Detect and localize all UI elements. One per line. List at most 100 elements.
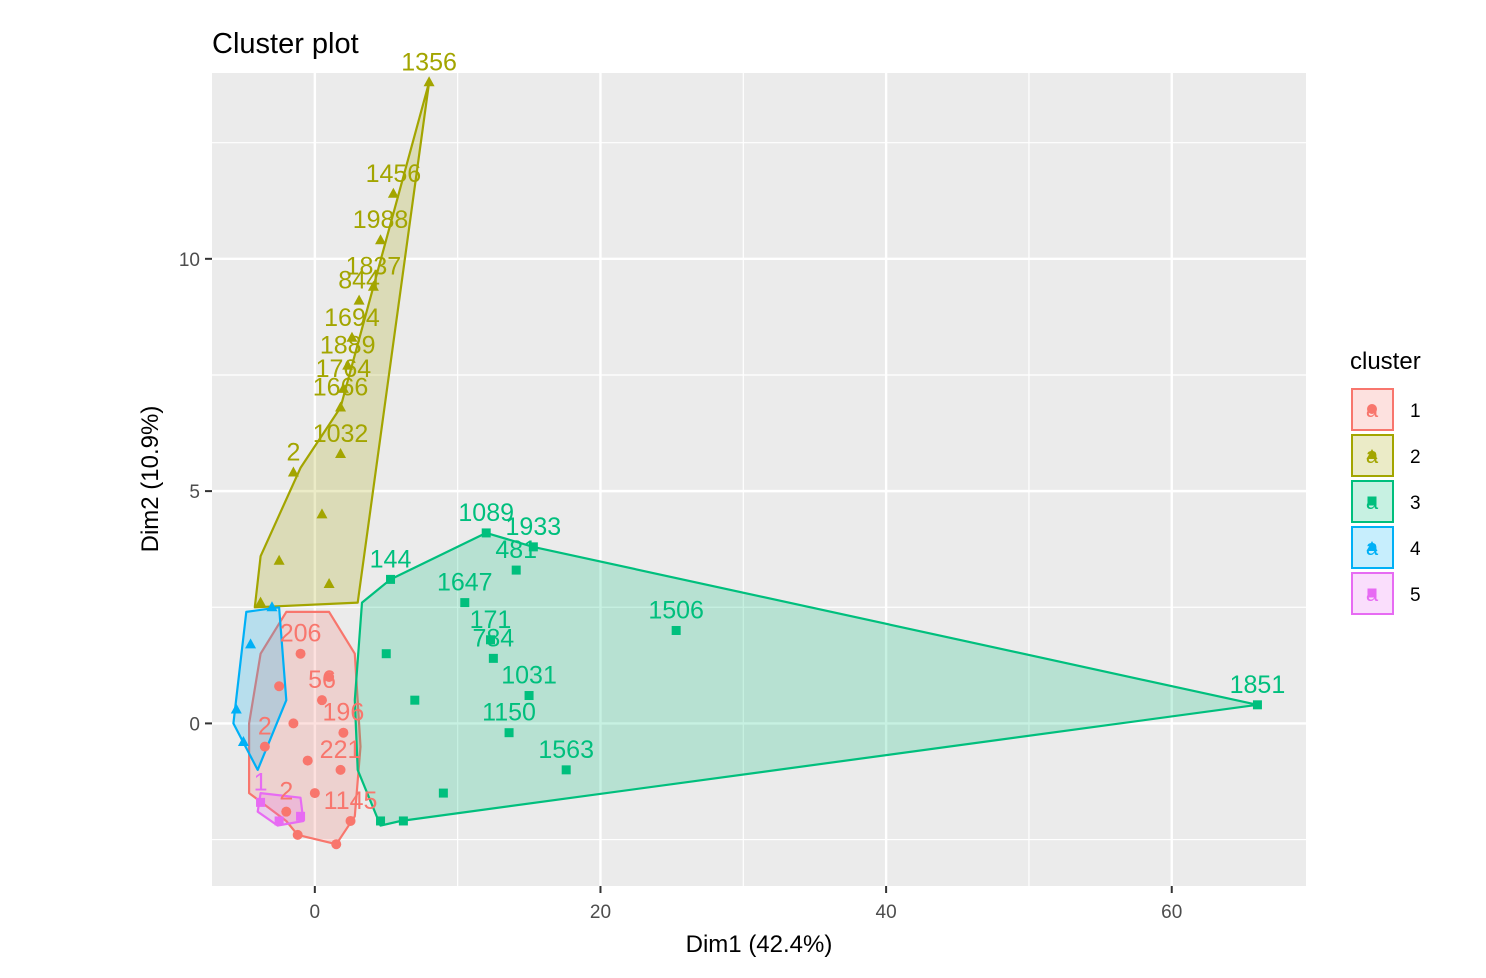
data-point bbox=[256, 797, 266, 807]
point-label: 1988 bbox=[353, 206, 409, 234]
legend-marker bbox=[1366, 449, 1378, 459]
point-label: 1764 bbox=[316, 355, 372, 383]
data-point bbox=[387, 187, 399, 198]
data-point bbox=[337, 382, 349, 393]
data-point bbox=[281, 806, 292, 817]
point-label: 1150 bbox=[482, 699, 536, 727]
data-point bbox=[488, 653, 498, 663]
point-label: 1356 bbox=[401, 48, 457, 76]
data-point bbox=[274, 816, 284, 826]
legend-label: 5 bbox=[1410, 585, 1421, 606]
data-point bbox=[410, 695, 420, 705]
legend: cluster a 1 a 2 a 3 a 4 a 5 bbox=[1350, 348, 1421, 615]
data-point bbox=[331, 839, 342, 850]
data-point bbox=[255, 596, 267, 607]
data-point bbox=[460, 598, 470, 608]
x-tick-label: 20 bbox=[590, 902, 611, 923]
data-point bbox=[292, 829, 303, 840]
point-label: 1145 bbox=[324, 787, 378, 815]
y-axis: 0 5 10 bbox=[179, 250, 212, 735]
x-tick-label: 0 bbox=[310, 902, 321, 923]
data-point bbox=[296, 811, 306, 821]
data-point bbox=[237, 735, 249, 746]
data-point bbox=[323, 578, 335, 589]
data-point bbox=[302, 755, 313, 766]
legend-marker bbox=[1366, 541, 1378, 551]
cluster-hull-5 bbox=[256, 791, 305, 827]
data-point bbox=[353, 294, 365, 305]
data-point bbox=[316, 695, 327, 706]
x-tick-label: 40 bbox=[876, 902, 897, 923]
legend-key-3 bbox=[1351, 480, 1394, 523]
data-point bbox=[287, 466, 299, 477]
data-point bbox=[316, 508, 328, 519]
data-point bbox=[335, 447, 347, 458]
cluster-points bbox=[230, 76, 1262, 850]
point-label: 1031 bbox=[501, 662, 557, 690]
data-point bbox=[381, 649, 391, 659]
point-label: 784 bbox=[472, 624, 514, 652]
point-label: 206 bbox=[280, 620, 322, 648]
data-point bbox=[367, 280, 379, 291]
point-label: 481 bbox=[495, 536, 537, 564]
point-label: 1089 bbox=[458, 499, 514, 527]
data-point bbox=[485, 635, 495, 645]
legend-marker bbox=[1367, 496, 1377, 506]
point-label: 2 bbox=[279, 778, 293, 806]
point-label: 1837 bbox=[346, 253, 402, 281]
legend-label: 4 bbox=[1410, 539, 1421, 560]
legend-label: 3 bbox=[1410, 493, 1421, 514]
data-point bbox=[504, 728, 514, 738]
data-point bbox=[335, 764, 346, 775]
point-label: 1851 bbox=[1230, 671, 1286, 699]
legend-glyph: a bbox=[1366, 581, 1379, 606]
data-point bbox=[524, 691, 534, 701]
point-label: 1 bbox=[254, 768, 268, 796]
legend-glyph: a bbox=[1366, 443, 1379, 468]
cluster-hull-3 bbox=[353, 531, 1259, 827]
legend-glyph: a bbox=[1366, 489, 1379, 514]
data-point bbox=[398, 816, 408, 826]
data-point bbox=[671, 625, 681, 635]
data-point bbox=[375, 234, 387, 245]
data-point bbox=[561, 765, 571, 775]
point-label: 2 bbox=[258, 713, 272, 741]
grid-minor bbox=[212, 73, 1306, 886]
legend-title: cluster bbox=[1350, 348, 1421, 375]
data-point bbox=[324, 671, 335, 682]
data-point bbox=[423, 76, 435, 87]
data-point bbox=[376, 816, 386, 826]
x-axis: 0 20 40 60 bbox=[310, 886, 1182, 923]
y-tick-label: 5 bbox=[189, 482, 200, 503]
data-point bbox=[230, 703, 242, 714]
legend-glyph: a bbox=[1366, 535, 1379, 560]
legend-marker bbox=[1367, 588, 1377, 598]
data-point bbox=[259, 741, 270, 752]
point-label: 844 bbox=[338, 267, 380, 295]
data-point bbox=[295, 648, 306, 659]
legend-label: 1 bbox=[1410, 401, 1421, 422]
data-point bbox=[335, 401, 347, 412]
point-label: 1563 bbox=[538, 736, 594, 764]
data-point bbox=[245, 638, 257, 649]
x-axis-label: Dim1 (42.4%) bbox=[686, 931, 833, 958]
point-label: 171 bbox=[470, 606, 512, 634]
data-point bbox=[273, 554, 285, 565]
data-point bbox=[342, 359, 354, 370]
point-label: 1933 bbox=[506, 513, 562, 541]
data-point bbox=[1252, 700, 1262, 710]
data-point bbox=[345, 815, 356, 826]
data-point bbox=[309, 788, 320, 799]
point-label: 1506 bbox=[648, 596, 704, 624]
y-tick-label: 0 bbox=[189, 714, 200, 735]
data-point bbox=[274, 681, 285, 692]
legend-label: 2 bbox=[1410, 447, 1421, 468]
data-point bbox=[438, 788, 448, 798]
point-label: 1666 bbox=[313, 373, 369, 401]
point-label: 1456 bbox=[366, 160, 422, 188]
point-label: 56 bbox=[308, 666, 336, 694]
y-tick-label: 10 bbox=[179, 250, 200, 271]
chart-title: Cluster plot bbox=[212, 28, 359, 60]
